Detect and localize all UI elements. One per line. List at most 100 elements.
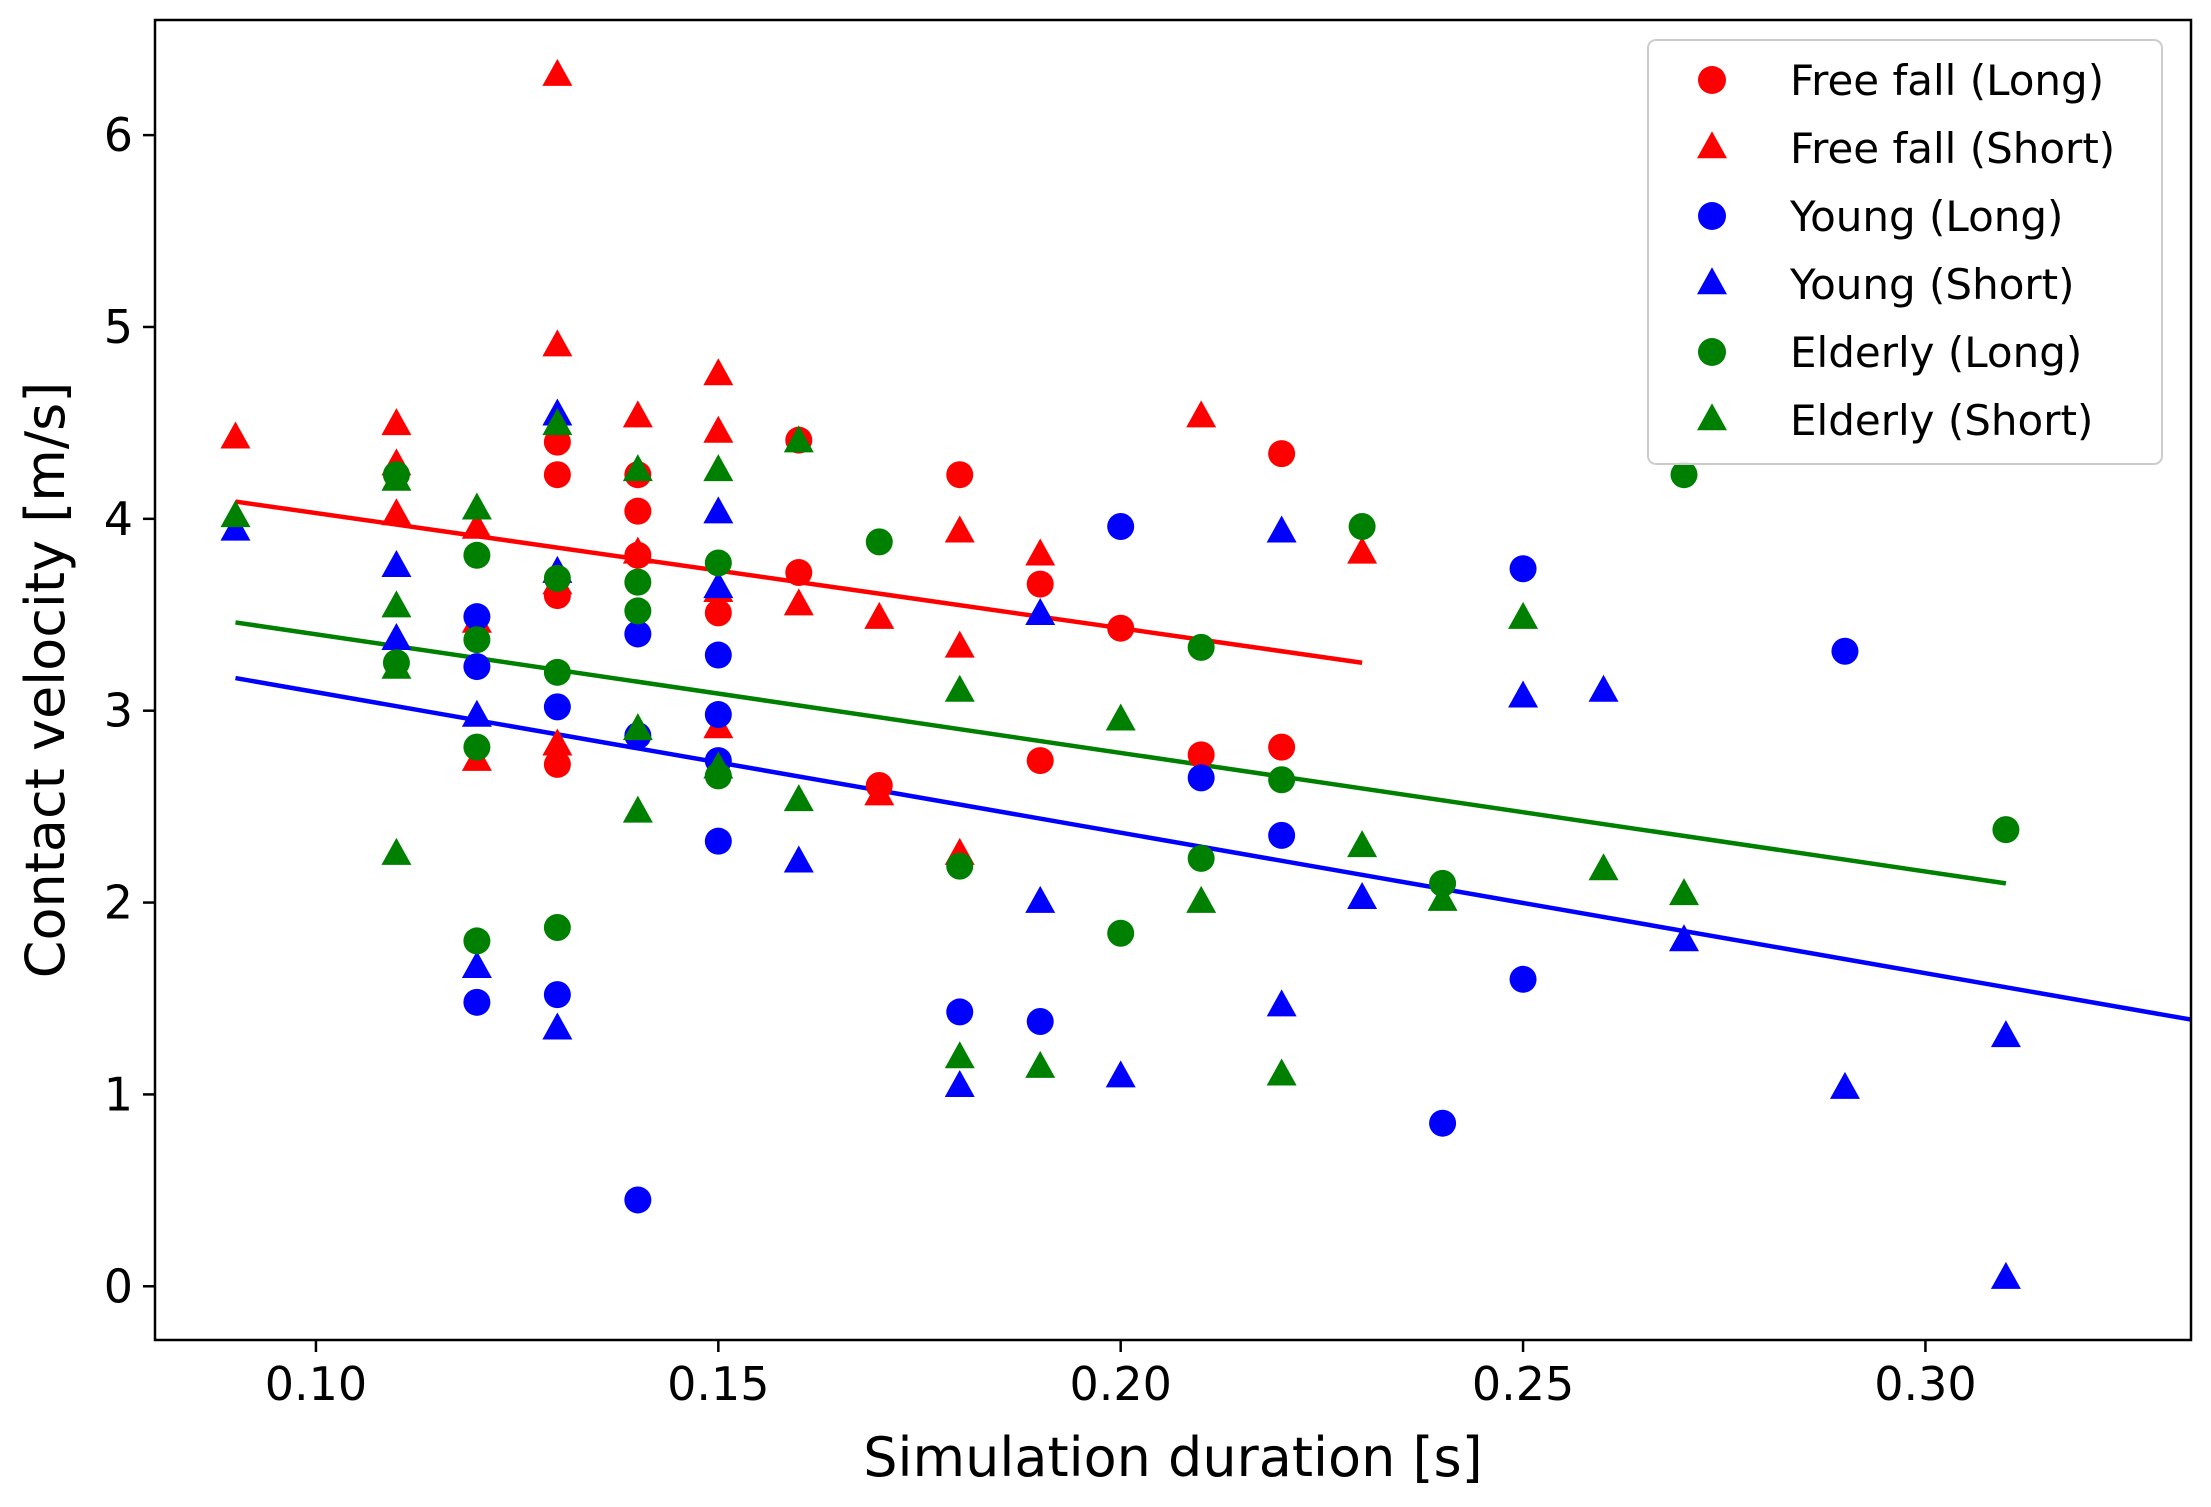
- young-short-point: [1829, 1071, 1860, 1099]
- free-fall-long-point: [1026, 570, 1054, 598]
- free-fall-long-point: [624, 497, 652, 525]
- young-short-point: [1347, 881, 1378, 909]
- young-short-point: [1990, 1261, 2021, 1289]
- legend-marker-free-fall-short: [1697, 131, 1727, 159]
- young-long-point: [463, 603, 491, 631]
- young-long-point: [1107, 513, 1135, 541]
- x-tick-label: 0.10: [265, 1357, 367, 1411]
- elderly-short-point: [1347, 830, 1378, 858]
- elderly-long-point: [1992, 816, 2020, 844]
- young-short-point: [1588, 674, 1619, 702]
- legend-label-elderly-long: Elderly (Long): [1790, 328, 2082, 377]
- young-long-point: [1268, 821, 1296, 849]
- free-fall-long-point: [1026, 747, 1054, 775]
- legend-marker-young-short: [1697, 267, 1727, 295]
- y-axis-ticks: 0 1 2 3 4 5 6: [104, 108, 155, 1313]
- elderly-short-point: [1266, 1058, 1297, 1086]
- legend-label-free-fall-short: Free fall (Short): [1790, 124, 2115, 173]
- free-fall-short-point: [542, 58, 573, 86]
- elderly-short-point: [381, 837, 412, 865]
- young-short-point: [381, 622, 412, 650]
- elderly-short-point: [622, 454, 653, 482]
- elderly-short-point: [944, 1041, 975, 1069]
- young-short-point: [1025, 598, 1056, 626]
- elderly-short-point: [1025, 1050, 1056, 1078]
- elderly-long-point: [463, 626, 491, 654]
- legend-label-free-fall-long: Free fall (Long): [1790, 56, 2104, 105]
- x-tick-label: 0.15: [667, 1357, 769, 1411]
- young-long-point: [463, 653, 491, 681]
- young-long-point: [946, 998, 974, 1026]
- elderly-long-point: [463, 927, 491, 955]
- legend-box: [1647, 39, 2163, 465]
- elderly-long-point: [543, 658, 571, 686]
- elderly-long-point: [1107, 919, 1135, 947]
- free-fall-short-point: [1186, 400, 1217, 428]
- free-fall-short-point: [542, 728, 573, 756]
- legend-marker-free-fall-long: [1698, 66, 1726, 94]
- elderly-short-point: [381, 463, 412, 491]
- elderly-long-point: [1187, 844, 1215, 872]
- elderly-long-point: [543, 914, 571, 941]
- free-fall-short-point: [944, 630, 975, 658]
- young-long-point: [704, 701, 732, 729]
- elderly-short-point: [381, 651, 412, 679]
- young-long-point: [624, 1186, 652, 1214]
- free-fall-short-point: [622, 536, 653, 564]
- legend-marker-young-long: [1698, 202, 1726, 230]
- free-fall-short-point: [461, 511, 492, 539]
- elderly-short-point: [461, 492, 492, 520]
- young-short-point: [703, 496, 734, 524]
- elderly-long-point: [1187, 633, 1215, 661]
- free-fall-short-point: [1025, 538, 1056, 566]
- x-tick-label: 0.20: [1069, 1357, 1171, 1411]
- y-tick-label: 5: [104, 300, 133, 354]
- elderly-short-point: [1186, 885, 1217, 913]
- young-long-point: [1509, 965, 1537, 993]
- young-short-point: [542, 1012, 573, 1040]
- elderly-long-point: [463, 733, 491, 761]
- free-fall-short-point: [703, 415, 734, 443]
- elderly-short-point: [783, 425, 814, 453]
- free-fall-long-point: [1268, 733, 1296, 761]
- elderly-long-point: [1670, 461, 1698, 489]
- y-axis-label: Contact velocity [m/s]: [14, 382, 77, 979]
- elderly-long-point: [1268, 766, 1296, 794]
- free-fall-short-point: [944, 515, 975, 543]
- y-tick-label: 2: [104, 876, 133, 930]
- free-fall-short-point: [381, 408, 412, 436]
- young-long-point: [1187, 764, 1215, 792]
- young-long-point: [543, 981, 571, 1009]
- free-fall-short-point: [703, 358, 734, 386]
- elderly-short-point: [1588, 853, 1619, 881]
- elderly-short-point: [1427, 883, 1458, 911]
- elderly-long-point: [865, 528, 893, 556]
- legend-label-young-short: Young (Short): [1789, 260, 2075, 309]
- young-long-point: [1831, 637, 1859, 665]
- data-points: [220, 58, 2021, 1289]
- free-fall-long-point: [1107, 614, 1135, 642]
- elderly-short-point: [542, 408, 573, 436]
- elderly-long-point: [1348, 513, 1376, 541]
- free-fall-short-point: [864, 778, 895, 806]
- young-long-point: [704, 827, 732, 855]
- elderly-short-point: [622, 713, 653, 741]
- young-long-point: [1429, 1109, 1457, 1137]
- x-axis-label: Simulation duration [s]: [863, 1426, 1482, 1489]
- young-short-point: [1266, 515, 1297, 543]
- legend-label-elderly-short: Elderly (Short): [1790, 396, 2093, 445]
- legend-label-young-long: Young (Long): [1789, 192, 2063, 241]
- elderly-long-point: [463, 541, 491, 569]
- elderly-short-point: [220, 500, 251, 528]
- free-fall-short-point: [220, 421, 251, 449]
- elderly-short-point: [381, 590, 412, 618]
- young-long-point: [463, 988, 491, 1016]
- young-short-point: [1669, 924, 1700, 952]
- free-fall-long-point: [946, 461, 974, 489]
- young-short-point: [1025, 885, 1056, 913]
- elderly-short-point: [622, 795, 653, 823]
- elderly-trend-line: [235, 620, 2007, 886]
- legend-marker-elderly-short: [1697, 403, 1727, 431]
- young-short-point: [1266, 989, 1297, 1017]
- x-axis-ticks: 0.10 0.15 0.20 0.25 0.30: [265, 1340, 1977, 1411]
